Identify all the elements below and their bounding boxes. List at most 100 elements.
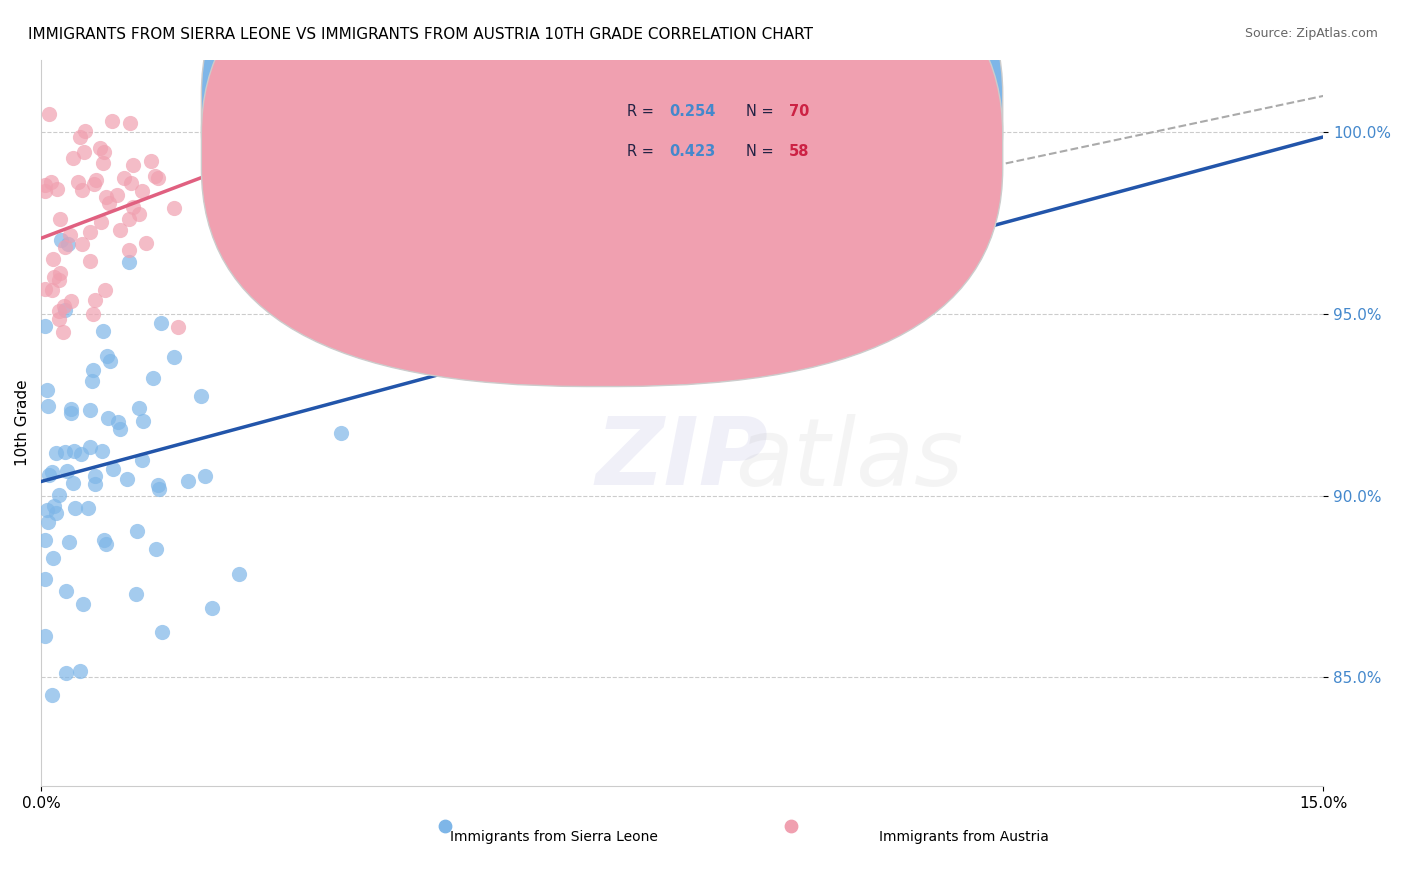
Immigrants from Sierra Leone bbox=[37, 384, 59, 398]
Immigrants from Sierra Leone bbox=[53, 445, 76, 459]
Immigrants from Sierra Leone bbox=[69, 664, 91, 678]
Immigrants from Austria bbox=[166, 320, 188, 334]
Immigrants from Austria bbox=[52, 325, 75, 339]
Immigrants from Austria bbox=[135, 235, 157, 250]
Immigrants from Austria bbox=[49, 266, 72, 280]
Immigrants from Sierra Leone bbox=[132, 414, 155, 428]
Y-axis label: 10th Grade: 10th Grade bbox=[15, 379, 30, 467]
Immigrants from Sierra Leone bbox=[177, 474, 200, 488]
Immigrants from Austria bbox=[82, 307, 104, 321]
Immigrants from Austria bbox=[60, 294, 83, 309]
Immigrants from Austria bbox=[131, 184, 153, 198]
Immigrants from Austria bbox=[128, 207, 150, 221]
Immigrants from Sierra Leone bbox=[56, 464, 79, 478]
Immigrants from Austria bbox=[105, 188, 128, 202]
Immigrants from Austria bbox=[79, 254, 101, 268]
Immigrants from Austria bbox=[62, 151, 84, 165]
Immigrants from Austria bbox=[48, 311, 70, 326]
Text: N =: N = bbox=[747, 144, 779, 159]
Immigrants from Austria bbox=[42, 270, 65, 285]
Immigrants from Sierra Leone bbox=[49, 234, 72, 248]
Immigrants from Sierra Leone bbox=[45, 506, 67, 520]
Immigrants from Austria bbox=[146, 171, 169, 186]
Immigrants from Sierra Leone bbox=[117, 255, 139, 269]
Immigrants from Austria bbox=[48, 303, 70, 318]
Immigrants from Austria bbox=[98, 196, 121, 211]
Immigrants from Sierra Leone bbox=[97, 411, 120, 425]
Immigrants from Austria bbox=[93, 145, 115, 159]
Immigrants from Austria bbox=[38, 107, 60, 121]
Text: Source: ZipAtlas.com: Source: ZipAtlas.com bbox=[1244, 27, 1378, 40]
Immigrants from Austria bbox=[120, 176, 142, 190]
Immigrants from Sierra Leone bbox=[107, 416, 129, 430]
Immigrants from Sierra Leone bbox=[163, 350, 186, 364]
Immigrants from Austria bbox=[110, 223, 132, 237]
Immigrants from Austria bbox=[90, 215, 112, 229]
Immigrants from Sierra Leone bbox=[101, 462, 124, 476]
Immigrants from Austria bbox=[89, 140, 111, 154]
Immigrants from Sierra Leone bbox=[127, 524, 149, 538]
Immigrants from Austria bbox=[93, 156, 115, 170]
Immigrants from Sierra Leone bbox=[77, 500, 100, 515]
Immigrants from Austria bbox=[120, 116, 142, 130]
Immigrants from Austria bbox=[96, 190, 118, 204]
Immigrants from Austria bbox=[112, 171, 135, 186]
Immigrants from Sierra Leone bbox=[79, 403, 101, 417]
Immigrants from Sierra Leone bbox=[190, 389, 212, 403]
Immigrants from Austria bbox=[58, 227, 80, 242]
Immigrants from Austria bbox=[118, 212, 141, 227]
Text: IMMIGRANTS FROM SIERRA LEONE VS IMMIGRANTS FROM AUSTRIA 10TH GRADE CORRELATION C: IMMIGRANTS FROM SIERRA LEONE VS IMMIGRAN… bbox=[28, 27, 813, 42]
Immigrants from Sierra Leone bbox=[96, 350, 118, 364]
Immigrants from Austria bbox=[79, 225, 101, 239]
Immigrants from Sierra Leone bbox=[142, 371, 165, 385]
Immigrants from Austria bbox=[100, 114, 122, 128]
Text: atlas: atlas bbox=[735, 414, 963, 505]
Immigrants from Austria bbox=[53, 240, 76, 254]
Immigrants from Sierra Leone bbox=[35, 503, 58, 517]
Immigrants from Sierra Leone bbox=[91, 443, 114, 458]
Text: N =: N = bbox=[747, 104, 779, 120]
Immigrants from Sierra Leone bbox=[98, 354, 121, 368]
Immigrants from Sierra Leone bbox=[34, 533, 56, 548]
Immigrants from Sierra Leone bbox=[41, 688, 63, 702]
Immigrants from Sierra Leone bbox=[70, 446, 93, 460]
Immigrants from Sierra Leone bbox=[128, 401, 150, 415]
Immigrants from Austria bbox=[118, 244, 141, 258]
Immigrants from Sierra Leone bbox=[330, 425, 353, 440]
Immigrants from Austria bbox=[41, 283, 63, 297]
Immigrants from Sierra Leone bbox=[228, 567, 250, 582]
Immigrants from Sierra Leone bbox=[55, 584, 77, 599]
Immigrants from Sierra Leone bbox=[42, 550, 65, 565]
Immigrants from Austria bbox=[163, 201, 186, 215]
Immigrants from Sierra Leone bbox=[145, 542, 167, 557]
Text: Immigrants from Sierra Leone: Immigrants from Sierra Leone bbox=[450, 830, 658, 844]
Immigrants from Sierra Leone bbox=[72, 597, 94, 611]
Text: 0.254: 0.254 bbox=[669, 104, 716, 120]
Immigrants from Sierra Leone bbox=[59, 402, 82, 417]
Immigrants from Sierra Leone bbox=[55, 665, 77, 680]
Immigrants from Sierra Leone bbox=[149, 317, 172, 331]
Immigrants from Austria bbox=[67, 176, 90, 190]
Immigrants from Austria bbox=[122, 201, 145, 215]
Immigrants from Sierra Leone bbox=[108, 422, 131, 436]
Immigrants from Sierra Leone bbox=[83, 469, 105, 483]
Immigrants from Sierra Leone bbox=[48, 488, 70, 502]
Text: 58: 58 bbox=[789, 144, 808, 159]
Text: R =: R = bbox=[627, 144, 658, 159]
Immigrants from Sierra Leone bbox=[62, 475, 84, 490]
Immigrants from Sierra Leone bbox=[150, 624, 173, 639]
Immigrants from Austria bbox=[121, 158, 143, 172]
Immigrants from Sierra Leone bbox=[146, 478, 169, 492]
Immigrants from Sierra Leone bbox=[60, 406, 83, 420]
Immigrants from Austria bbox=[46, 182, 69, 196]
Immigrants from Austria bbox=[39, 175, 62, 189]
Immigrants from Austria bbox=[34, 282, 56, 296]
Immigrants from Sierra Leone bbox=[148, 482, 170, 496]
Immigrants from Sierra Leone bbox=[41, 465, 63, 479]
Immigrants from Austria bbox=[73, 124, 96, 138]
Text: 70: 70 bbox=[789, 104, 808, 120]
Immigrants from Austria bbox=[34, 184, 56, 198]
Immigrants from Sierra Leone bbox=[93, 533, 115, 548]
Immigrants from Sierra Leone bbox=[34, 629, 56, 643]
Immigrants from Sierra Leone bbox=[91, 324, 114, 338]
